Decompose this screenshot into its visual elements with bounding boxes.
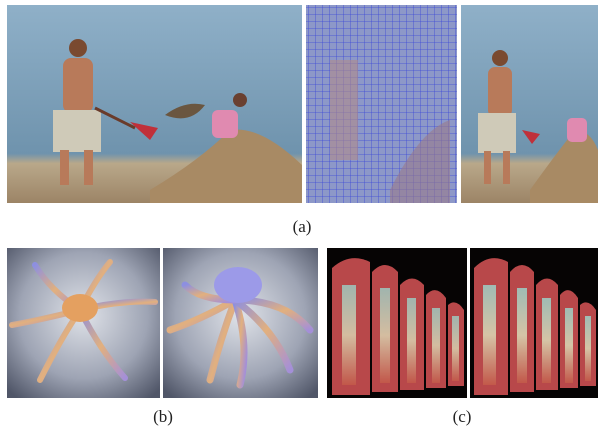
caption-c: (c) (453, 407, 472, 426)
render-octopus-1 (7, 248, 160, 398)
render-volume-1 (327, 248, 467, 398)
render-volume-2 (470, 248, 598, 398)
photo-warp-grid (306, 5, 457, 203)
photo-retargeted (461, 5, 598, 203)
render-octopus-2 (163, 248, 318, 398)
figure: (a) (b) (c) (0, 0, 602, 433)
caption-a: (a) (293, 217, 312, 236)
photo-original (7, 5, 302, 203)
caption-b: (b) (153, 407, 173, 426)
